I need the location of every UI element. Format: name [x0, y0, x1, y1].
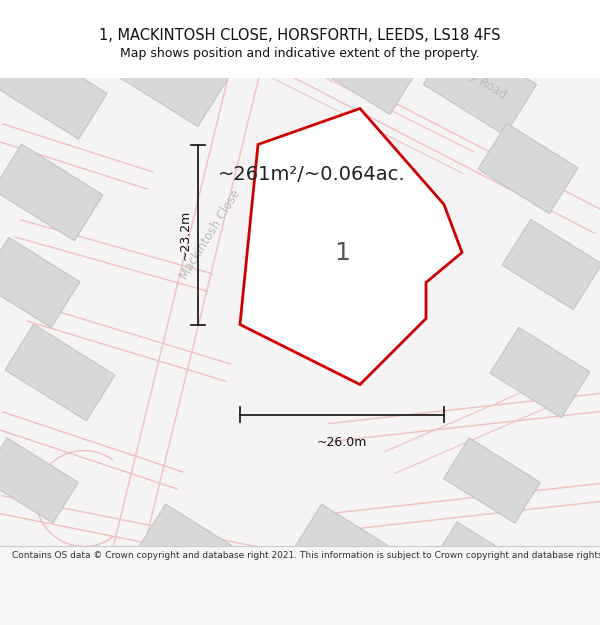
Polygon shape: [240, 109, 462, 384]
Polygon shape: [502, 219, 600, 309]
Text: ~261m²/~0.064ac.: ~261m²/~0.064ac.: [218, 165, 406, 184]
Polygon shape: [5, 324, 115, 421]
Polygon shape: [0, 238, 80, 328]
Text: 1, MACKINTOSH CLOSE, HORSFORTH, LEEDS, LS18 4FS: 1, MACKINTOSH CLOSE, HORSFORTH, LEEDS, L…: [99, 28, 501, 43]
Polygon shape: [443, 438, 541, 523]
Text: Mackintosh Close: Mackintosh Close: [177, 188, 243, 282]
Text: Contains OS data © Crown copyright and database right 2021. This information is : Contains OS data © Crown copyright and d…: [12, 551, 600, 560]
Text: ~26.0m: ~26.0m: [317, 436, 367, 449]
Polygon shape: [0, 438, 79, 523]
Polygon shape: [431, 522, 529, 607]
Polygon shape: [106, 19, 230, 126]
Polygon shape: [293, 504, 403, 601]
Polygon shape: [478, 123, 578, 214]
Text: Map shows position and indicative extent of the property.: Map shows position and indicative extent…: [120, 47, 480, 60]
Polygon shape: [424, 34, 536, 136]
Polygon shape: [0, 30, 107, 139]
Polygon shape: [0, 144, 103, 241]
Text: ~23.2m: ~23.2m: [179, 209, 192, 259]
Polygon shape: [298, 6, 422, 114]
Polygon shape: [137, 504, 247, 601]
Polygon shape: [490, 328, 590, 418]
Text: 1: 1: [334, 241, 350, 264]
Text: Bletchley Road: Bletchley Road: [427, 44, 509, 101]
